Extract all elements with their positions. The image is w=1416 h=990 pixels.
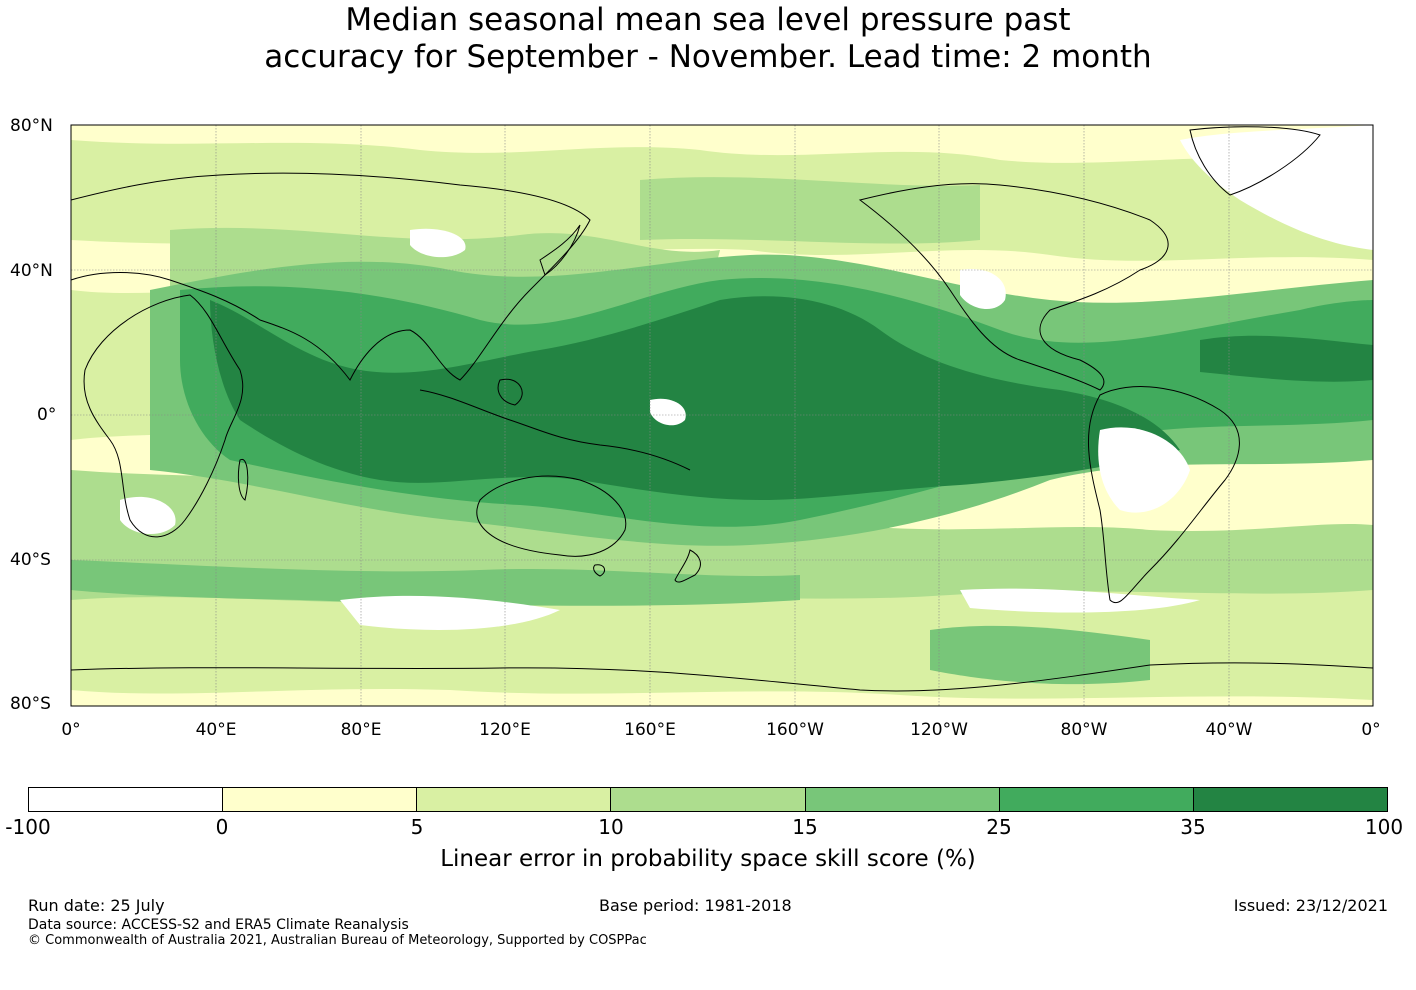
base-period: Base period: 1981-2018 (599, 896, 792, 915)
colorbar-segment-5-10 (417, 788, 612, 811)
graticule (71, 125, 1373, 706)
copyright: © Commonwealth of Australia 2021, Austra… (28, 933, 647, 948)
lat-label-80n: 80°N (10, 116, 53, 136)
lon-label-40e: 40°E (195, 720, 237, 740)
lat-label-80s: 80°S (10, 694, 51, 714)
colorbar-tick-15: 15 (792, 815, 818, 839)
colorbar-tick-5: 5 (410, 815, 424, 839)
colorbar-segment-10-15 (611, 788, 806, 811)
lat-label-equator: 0° (37, 405, 57, 425)
colorbar-label: Linear error in probability space skill … (440, 846, 976, 872)
lon-label-0-right: 0° (1361, 720, 1381, 740)
colorbar-tick-neg100: -100 (5, 815, 51, 839)
lon-label-40w: 40°W (1205, 720, 1253, 740)
map-frame (70, 124, 1374, 707)
colorbar (28, 787, 1388, 812)
title-line-2: accuracy for September - November. Lead … (264, 39, 1152, 75)
map-title: Median seasonal mean sea level pressure … (0, 2, 1416, 76)
title-line-1: Median seasonal mean sea level pressure … (345, 2, 1071, 38)
colorbar-segment-0-5 (223, 788, 418, 811)
colorbar-tick-25: 25 (986, 815, 1012, 839)
lon-label-0-left: 0° (61, 720, 81, 740)
lat-label-40s: 40°S (10, 550, 51, 570)
lon-label-80w: 80°W (1060, 720, 1108, 740)
lon-label-160e: 160°E (624, 720, 676, 740)
lon-label-120e: 120°E (479, 720, 531, 740)
skill-score-map (70, 124, 1374, 707)
colorbar-segment-15-25 (805, 788, 1000, 811)
data-source: Data source: ACCESS-S2 and ERA5 Climate … (28, 917, 409, 933)
colorbar-tick-35: 35 (1180, 815, 1206, 839)
colorbar-tick-0: 0 (215, 815, 229, 839)
issued-date: Issued: 23/12/2021 (1233, 896, 1388, 915)
colorbar-tick-100: 100 (1364, 815, 1404, 839)
lat-label-40n: 40°N (10, 261, 53, 281)
colorbar-segment-25-35 (999, 788, 1194, 811)
colorbar-segment-neg100-0 (29, 788, 224, 811)
colorbar-tick-10: 10 (598, 815, 624, 839)
colorbar-segment-35-100 (1193, 788, 1387, 811)
lon-label-160w: 160°W (766, 720, 824, 740)
map-fill (71, 125, 1373, 706)
coastlines (70, 126, 1374, 692)
run-date: Run date: 25 July (28, 896, 165, 915)
lon-label-80e: 80°E (340, 720, 382, 740)
lon-label-120w: 120°W (910, 720, 968, 740)
